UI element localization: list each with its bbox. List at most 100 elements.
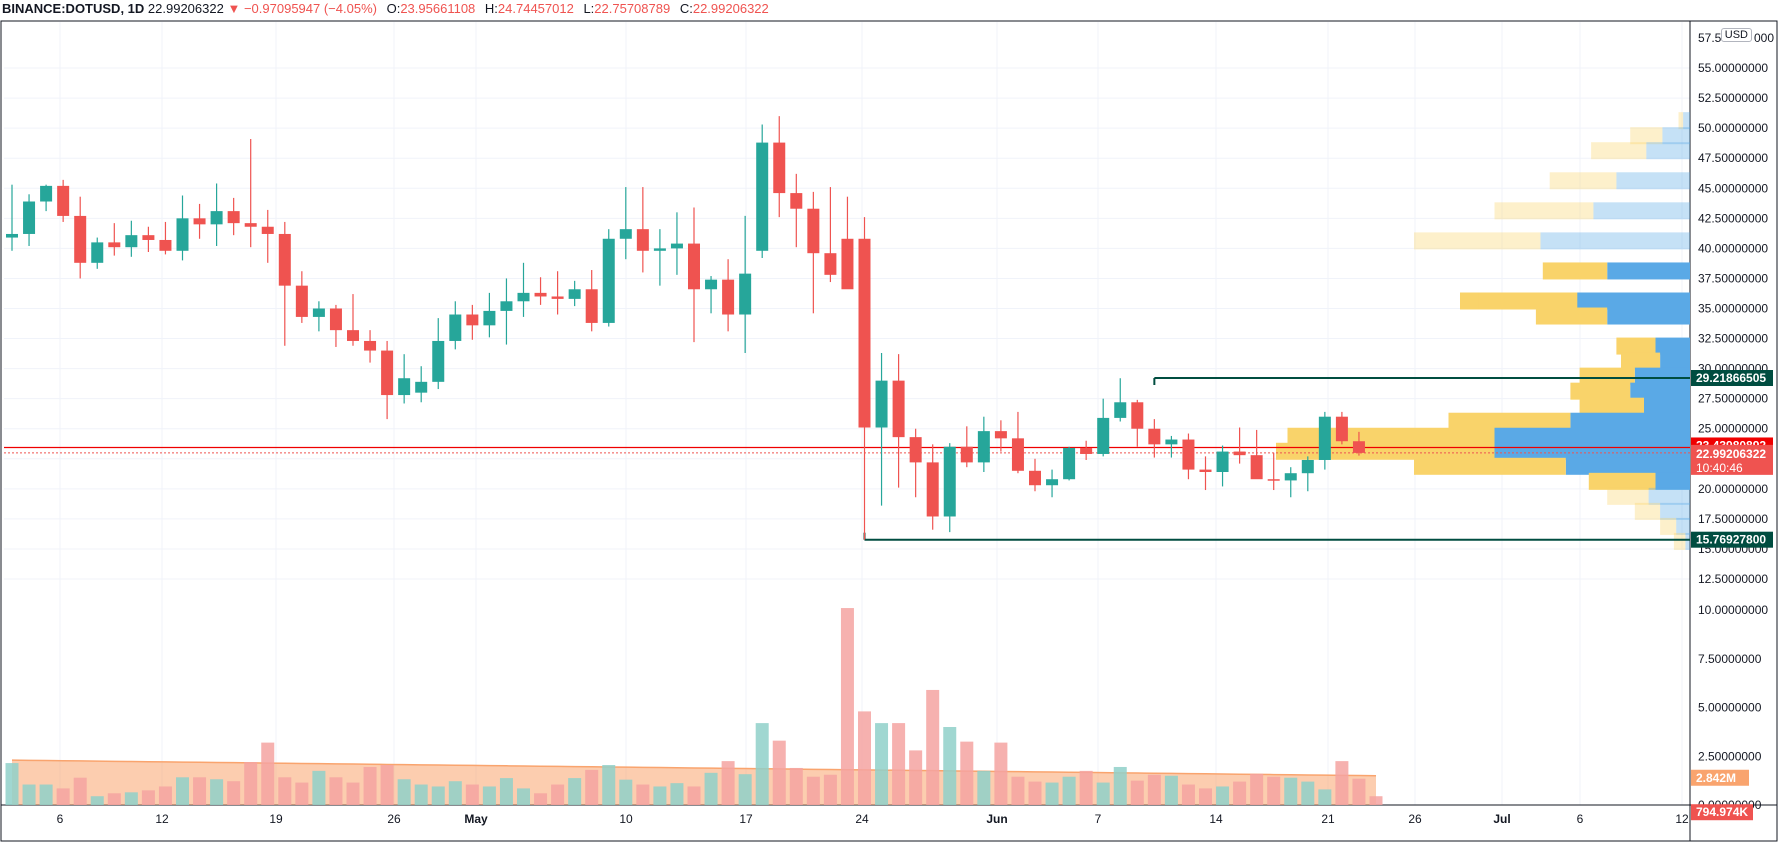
candle-up[interactable] xyxy=(176,218,189,251)
candle-down[interactable] xyxy=(74,215,87,263)
candle-up[interactable] xyxy=(1063,447,1076,480)
candle-down[interactable] xyxy=(1029,470,1041,486)
candle-down[interactable] xyxy=(364,340,377,351)
candle-up[interactable] xyxy=(1301,459,1314,474)
candle-down[interactable] xyxy=(381,350,394,396)
candle-up[interactable] xyxy=(943,446,956,517)
currency-unit-badge[interactable]: USD xyxy=(1720,28,1752,42)
volume-bar xyxy=(39,784,53,805)
candle-down[interactable] xyxy=(824,253,837,275)
candle-down[interactable] xyxy=(858,238,871,428)
candle-up[interactable] xyxy=(40,185,53,202)
candle-up[interactable] xyxy=(1046,479,1059,486)
time-axis-label: 19 xyxy=(269,812,283,826)
candle-down[interactable] xyxy=(244,223,257,227)
time-axis-label: 6 xyxy=(57,812,64,826)
candle-down[interactable] xyxy=(1335,416,1348,442)
candle-down[interactable] xyxy=(1199,469,1212,473)
candle-up[interactable] xyxy=(739,273,752,315)
candle-up[interactable] xyxy=(210,211,223,225)
candle-up[interactable] xyxy=(6,233,18,238)
candle-down[interactable] xyxy=(108,242,121,248)
candle-down[interactable] xyxy=(773,142,786,194)
price-axis-tick: 32.50000000 xyxy=(1698,332,1768,346)
candle-up[interactable] xyxy=(517,292,530,302)
high-label: H: xyxy=(484,1,498,16)
chart-frame xyxy=(0,20,1778,842)
candle-up[interactable] xyxy=(1165,439,1178,445)
candle-up[interactable] xyxy=(619,229,632,239)
candle-up[interactable] xyxy=(670,243,683,249)
candle-up[interactable] xyxy=(91,242,104,263)
candle-down[interactable] xyxy=(142,235,155,240)
volume-profile-down-bar xyxy=(1579,397,1644,415)
candle-up[interactable] xyxy=(312,308,325,317)
candle-down[interactable] xyxy=(1250,455,1263,480)
candle-down[interactable] xyxy=(329,308,342,331)
candle-down[interactable] xyxy=(926,462,939,517)
time-axis-label: 21 xyxy=(1321,812,1335,826)
candle-down[interactable] xyxy=(278,233,291,286)
candle-down[interactable] xyxy=(295,285,308,317)
volume-profile-down-bar xyxy=(1494,202,1594,220)
candle-down[interactable] xyxy=(960,446,973,463)
candle-up[interactable] xyxy=(602,238,615,323)
candle-down[interactable] xyxy=(1011,438,1024,471)
candle-down[interactable] xyxy=(534,292,547,297)
candle-down[interactable] xyxy=(636,229,649,251)
candle-up[interactable] xyxy=(875,380,888,428)
candle-down[interactable] xyxy=(193,218,206,225)
time-axis-label: May xyxy=(464,812,488,826)
candle-up[interactable] xyxy=(1318,416,1331,460)
candle-up[interactable] xyxy=(653,248,666,251)
low-label: L: xyxy=(583,1,595,16)
candle-down[interactable] xyxy=(159,239,172,251)
candle-up[interactable] xyxy=(1216,451,1229,473)
candle-down[interactable] xyxy=(994,431,1007,439)
candle-down[interactable] xyxy=(1352,441,1365,453)
candle-up[interactable] xyxy=(1097,417,1110,454)
candle-up[interactable] xyxy=(500,301,513,311)
candle-up[interactable] xyxy=(415,381,428,393)
candle-down[interactable] xyxy=(1233,451,1246,456)
time-axis-label: Jul xyxy=(1493,812,1510,826)
symbol-label[interactable]: BINANCE:DOTUSD, 1D xyxy=(2,1,145,16)
candle-down[interactable] xyxy=(551,296,564,299)
candle-down[interactable] xyxy=(807,208,820,254)
candle-down[interactable] xyxy=(585,289,598,323)
candle-down[interactable] xyxy=(909,437,922,463)
candle-down[interactable] xyxy=(57,185,70,216)
candle-down[interactable] xyxy=(1267,479,1280,481)
volume-profile-up-bar xyxy=(1662,127,1690,145)
volume-bar xyxy=(602,765,616,805)
volume-profile-up-bar xyxy=(1683,112,1690,130)
candle-up[interactable] xyxy=(705,279,718,290)
candle-down[interactable] xyxy=(841,238,854,290)
candle-up[interactable] xyxy=(1284,473,1297,481)
candle-up[interactable] xyxy=(432,340,445,382)
candle-up[interactable] xyxy=(977,431,990,463)
candle-down[interactable] xyxy=(466,314,479,326)
candle-down[interactable] xyxy=(1182,439,1195,470)
candle-down[interactable] xyxy=(688,243,700,290)
candle-up[interactable] xyxy=(756,142,769,251)
candle-up[interactable] xyxy=(568,289,581,299)
volume-profile-up-bar xyxy=(1646,142,1690,160)
candle-down[interactable] xyxy=(1080,447,1093,454)
candle-up[interactable] xyxy=(449,314,462,341)
candle-down[interactable] xyxy=(892,380,905,438)
volume-bar xyxy=(1062,776,1076,805)
candle-down[interactable] xyxy=(227,211,240,224)
candle-down[interactable] xyxy=(722,279,735,315)
candle-down[interactable] xyxy=(347,330,359,341)
candle-up[interactable] xyxy=(125,235,138,248)
candle-down[interactable] xyxy=(261,226,274,234)
candle-down[interactable] xyxy=(790,193,803,209)
candle-down[interactable] xyxy=(1148,428,1161,445)
candle-up[interactable] xyxy=(1114,402,1127,418)
candle-up[interactable] xyxy=(398,378,411,396)
candle-up[interactable] xyxy=(23,201,36,234)
candle-up[interactable] xyxy=(483,310,496,326)
candle-down[interactable] xyxy=(1131,402,1144,429)
